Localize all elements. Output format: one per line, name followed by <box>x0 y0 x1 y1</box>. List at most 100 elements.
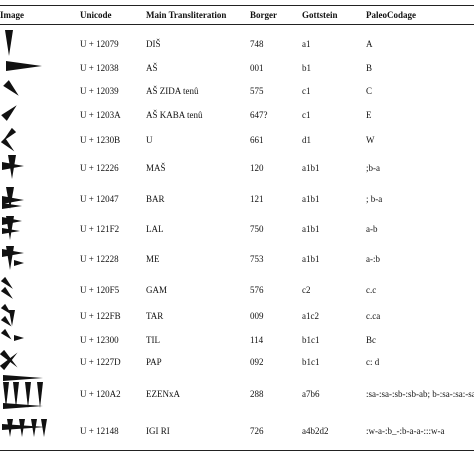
cuneiform-glyph <box>2 246 24 270</box>
table-cell: U + 12038 <box>80 63 119 73</box>
table-cell: TAR <box>146 311 164 321</box>
table-cell: 114 <box>250 335 264 345</box>
table-cell: EZENxA <box>146 389 180 399</box>
header-cell: Borger <box>250 10 277 20</box>
table-cell: c.ca <box>366 311 381 321</box>
bottom-rule <box>0 450 474 451</box>
table-cell: ME <box>146 254 160 264</box>
table-cell: b1 <box>302 63 311 73</box>
table-cell: a4b2d2 <box>302 426 329 436</box>
cuneiform-glyph <box>2 155 24 179</box>
table-cell: U + 122FB <box>80 311 121 321</box>
table-cell: 575 <box>250 86 264 96</box>
cuneiform-glyph <box>6 61 42 71</box>
table-cell: A <box>366 39 373 49</box>
table-cell: U + 12047 <box>80 194 119 204</box>
table-cell: a1b1 <box>302 194 320 204</box>
table-cell: a1b1 <box>302 254 320 264</box>
table-cell: AŠ KABA tenû <box>146 110 203 120</box>
table-cell: GAM <box>146 285 168 295</box>
table-cell: PAP <box>146 357 162 367</box>
cuneiform-glyph <box>3 80 19 96</box>
table-cell: U + 120F5 <box>80 285 120 295</box>
cuneiform-glyph <box>2 216 22 240</box>
cuneiform-glyph <box>2 187 24 209</box>
table-cell: LAL <box>146 224 164 234</box>
table-cell: U + 12148 <box>80 426 119 436</box>
table-cell: a-b <box>366 224 378 234</box>
table-cell: a1c2 <box>302 311 319 321</box>
table-cell: U + 1227D <box>80 357 121 367</box>
table-cell: 120 <box>250 163 264 173</box>
table-cell: IGI RI <box>146 426 170 436</box>
header-cell: Gottstein <box>302 10 338 20</box>
table-cell: ;b-a <box>366 163 380 173</box>
table-cell: :sa-:sa-:sb-:sb-ab; b-:sa-:sa:-sa-a-:sa-… <box>366 389 474 399</box>
table-cell: b1c1 <box>302 357 320 367</box>
table-cell: U + 12300 <box>80 335 119 345</box>
top-rule <box>0 5 474 6</box>
table-cell: U + 12228 <box>80 254 119 264</box>
cuneiform-glyph <box>5 30 13 56</box>
table-cell: 001 <box>250 63 264 73</box>
table-cell: 092 <box>250 357 264 367</box>
table-cell: U + 1203A <box>80 110 121 120</box>
table-cell: U + 120A2 <box>80 389 121 399</box>
table-cell: a1b1 <box>302 224 320 234</box>
table-cell: U + 12079 <box>80 39 119 49</box>
table-cell: 661 <box>250 135 264 145</box>
table-cell: DIŠ <box>146 39 161 49</box>
table-cell: b1c1 <box>302 335 320 345</box>
header-cell: PaleoCodage <box>366 10 416 20</box>
table-cell: ; b-a <box>366 194 383 204</box>
cuneiform-glyph <box>0 350 18 371</box>
header-cell: Image <box>0 10 24 20</box>
table-cell: B <box>366 63 373 73</box>
cuneiform-glyph <box>0 127 17 152</box>
table-cell: U <box>146 135 153 145</box>
table-cell: 121 <box>250 194 264 204</box>
table-cell: 750 <box>250 224 264 234</box>
table-cell: c.c <box>366 285 377 295</box>
cuneiform-glyph <box>0 303 15 327</box>
table-cell: U + 1230B <box>80 135 121 145</box>
table-cell: U + 12226 <box>80 163 119 173</box>
table-cell: d1 <box>302 135 311 145</box>
cuneiform-glyph <box>3 375 43 409</box>
table-cell: TIL <box>146 335 160 345</box>
table-cell: 647? <box>250 110 268 120</box>
table-cell: :w-a-:b_-:b-a-a-:::w-a <box>366 426 445 436</box>
table-cell: E <box>366 110 372 120</box>
table-cell: 753 <box>250 254 264 264</box>
header-rule <box>0 24 474 25</box>
table-cell: a1 <box>302 39 311 49</box>
table-cell: U + 121F2 <box>80 224 120 234</box>
table-cell: c1 <box>302 86 311 96</box>
header-cell: Main Transliteration <box>146 10 227 20</box>
cuneiform-glyph <box>0 276 13 299</box>
table-cell: c1 <box>302 110 311 120</box>
table-cell: a-:b <box>366 254 380 264</box>
table-cell: a1b1 <box>302 163 320 173</box>
table-cell: c2 <box>302 285 311 295</box>
table-cell: AŠ <box>146 63 158 73</box>
table-cell: 288 <box>250 389 264 399</box>
table-cell: 009 <box>250 311 264 321</box>
table-cell: 748 <box>250 39 264 49</box>
table-cell: C <box>366 86 373 96</box>
table-cell: 726 <box>250 426 264 436</box>
cuneiform-glyph <box>0 328 24 341</box>
table-cell: Bc <box>366 335 376 345</box>
table-cell: U + 12039 <box>80 86 119 96</box>
table-cell: 576 <box>250 285 264 295</box>
table-cell: MAŠ <box>146 163 166 173</box>
table-cell: W <box>366 135 375 145</box>
cuneiform-glyph <box>2 419 47 437</box>
table-cell: c: d <box>366 357 380 367</box>
cuneiform-glyph <box>1 105 17 121</box>
table-cell: a7b6 <box>302 389 320 399</box>
table-cell: BAR <box>146 194 165 204</box>
table-cell: AŠ ZIDA tenû <box>146 86 199 96</box>
header-cell: Unicode <box>80 10 112 20</box>
